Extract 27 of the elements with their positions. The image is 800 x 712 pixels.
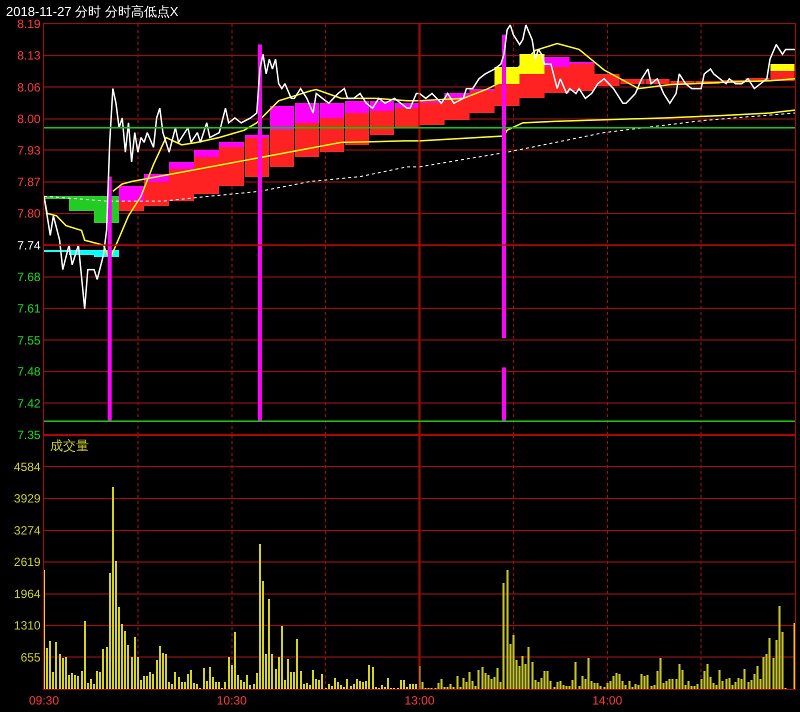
y-tick-label: 655 <box>20 650 41 664</box>
y-tick-label: 3929 <box>14 492 41 506</box>
chart-title: 2018-11-27 分时 分时高低点X <box>6 4 179 19</box>
y-tick-label: 7.61 <box>17 301 41 316</box>
y-tick-label: 8.19 <box>17 17 41 32</box>
x-tick-label: 10:30 <box>216 693 248 708</box>
chart-title: 成交量 <box>50 438 89 453</box>
y-tick-label: 8.13 <box>17 48 41 63</box>
y-tick-label: 7.55 <box>17 333 41 348</box>
y-tick-label: 8.00 <box>17 112 41 126</box>
y-tick-label: 7.48 <box>17 364 41 379</box>
y-tick-label: 1964 <box>14 586 41 601</box>
x-tick-label: 09:30 <box>28 693 60 708</box>
y-tick-label: 7.35 <box>17 428 41 442</box>
y-tick-label: 7.42 <box>17 396 41 410</box>
y-tick-label: 4584 <box>14 460 41 474</box>
y-tick-label: 2619 <box>14 555 41 570</box>
y-tick-label: 8.06 <box>17 80 41 94</box>
y-tick-label: 7.93 <box>17 143 41 158</box>
y-tick-label: 3274 <box>14 523 41 538</box>
y-tick-label: 7.87 <box>17 175 41 190</box>
y-tick-label: 1310 <box>14 618 41 633</box>
y-tick-label: 7.68 <box>17 270 41 284</box>
x-tick-label: 14:00 <box>592 693 623 708</box>
x-tick-label: 13:00 <box>404 693 435 708</box>
y-tick-label: 7.80 <box>17 206 41 221</box>
y-tick-label: 7.74 <box>17 238 41 252</box>
